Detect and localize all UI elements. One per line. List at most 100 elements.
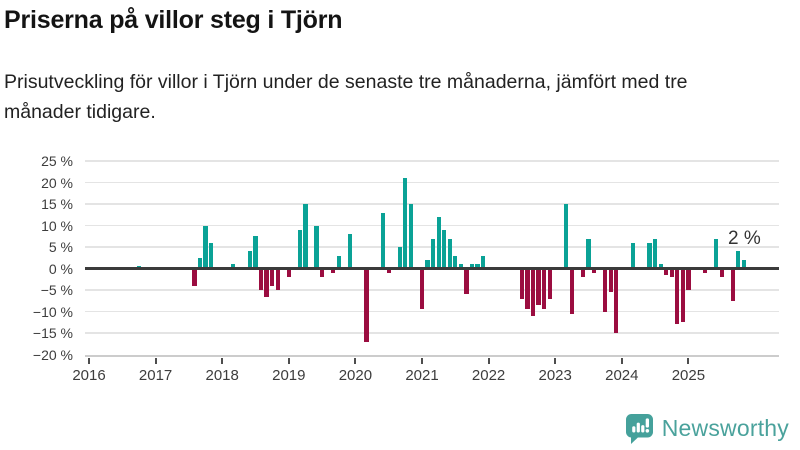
bar-2021-10 xyxy=(469,264,475,269)
x-axis-tick xyxy=(554,357,557,364)
bar-2024-03 xyxy=(630,242,636,269)
bar-2021-01 xyxy=(419,268,425,310)
x-axis-tick-label: 2025 xyxy=(671,367,706,384)
bar-2024-11 xyxy=(675,268,680,325)
bar-2025-09 xyxy=(730,268,735,301)
bar-2025-04 xyxy=(702,268,708,273)
x-axis-tick-label: 2020 xyxy=(338,367,373,384)
bar-2021-05 xyxy=(442,229,447,269)
bar-2017-11 xyxy=(208,242,214,269)
bar-2025-06 xyxy=(714,238,719,269)
bar-2020-10 xyxy=(403,178,408,269)
x-axis-tick-label: 2018 xyxy=(205,367,239,384)
bar-2022-11 xyxy=(541,268,547,310)
bar-2021-12 xyxy=(480,255,486,269)
subtitle: Prisutveckling för villor i Tjörn under … xyxy=(4,71,688,124)
bar-2021-08 xyxy=(458,264,463,269)
bar-2025-01 xyxy=(686,268,691,291)
x-axis-tick-label: 2023 xyxy=(538,367,572,384)
bar-2019-09 xyxy=(331,268,336,273)
x-axis-tick xyxy=(354,357,357,364)
bar-2024-07 xyxy=(652,238,658,269)
y-axis-tick-label: 10 % xyxy=(41,217,73,234)
bar-2019-10 xyxy=(336,255,341,269)
bar-2019-12 xyxy=(347,234,352,269)
bar-2022-10 xyxy=(536,268,541,306)
y-axis-tick-label: 15 % xyxy=(41,196,73,213)
gridline xyxy=(85,289,779,291)
bar-2018-10 xyxy=(270,268,275,286)
y-axis-tick-label: −5 % xyxy=(40,282,73,299)
y-axis-tick-label: 20 % xyxy=(41,174,73,191)
y-axis-tick-label: −10 % xyxy=(32,303,73,320)
bar-2023-06 xyxy=(580,268,586,278)
bar-2020-06 xyxy=(381,212,386,269)
bar-2025-11 xyxy=(741,260,747,269)
bar-2021-03 xyxy=(430,238,436,269)
bar-2017-09 xyxy=(197,257,203,269)
bar-2017-10 xyxy=(203,225,208,269)
bar-2022-12 xyxy=(547,268,552,299)
bar-2023-10 xyxy=(603,268,608,312)
bar-2020-03 xyxy=(364,268,369,342)
x-axis-tick-label: 2022 xyxy=(471,367,506,384)
newsworthy-logo-icon xyxy=(625,414,653,444)
bar-2020-11 xyxy=(408,204,414,269)
x-axis-tick xyxy=(620,357,623,364)
bar-2018-03 xyxy=(231,264,236,269)
bar-2021-06 xyxy=(447,238,452,269)
bar-2023-08 xyxy=(591,268,597,273)
x-axis-tick-label: 2016 xyxy=(72,367,106,384)
gridline xyxy=(85,181,779,184)
bar-2019-03 xyxy=(297,229,303,269)
bar-2023-04 xyxy=(569,268,574,314)
x-axis-tick xyxy=(421,357,423,364)
bar-2019-04 xyxy=(303,204,308,269)
x-axis-tick xyxy=(88,357,90,364)
bar-2024-10 xyxy=(669,268,674,278)
page-title: Priserna på villor steg i Tjörn xyxy=(4,6,343,34)
bar-2020-09 xyxy=(397,247,402,269)
bar-2019-01 xyxy=(286,268,291,278)
x-axis-tick xyxy=(287,357,290,364)
gridline xyxy=(85,224,779,227)
x-axis-tick-label: 2019 xyxy=(272,367,306,384)
bar-2025-07 xyxy=(719,268,724,278)
bar-2020-07 xyxy=(386,268,391,273)
bar-2023-03 xyxy=(564,204,569,269)
bar-2021-09 xyxy=(464,268,469,295)
bar-2023-12 xyxy=(614,268,619,334)
bar-2021-07 xyxy=(453,255,458,269)
last-value-label: 2 % xyxy=(728,228,761,249)
bar-2024-08 xyxy=(658,264,663,269)
bar-2017-08 xyxy=(192,268,197,286)
x-axis-tick-label: 2024 xyxy=(605,367,639,384)
gridline xyxy=(85,160,779,162)
x-axis-line xyxy=(85,354,779,357)
y-axis-tick-label: −15 % xyxy=(32,325,73,342)
bar-2023-07 xyxy=(586,238,591,269)
bar-2022-09 xyxy=(530,268,536,316)
bar-2022-07 xyxy=(519,268,525,299)
bar-2018-11 xyxy=(275,268,280,291)
zero-axis-line xyxy=(85,267,779,270)
bar-2023-11 xyxy=(608,268,613,293)
brand-name: Newsworthy xyxy=(661,415,789,441)
bar-2024-12 xyxy=(680,268,685,323)
x-axis-tick xyxy=(154,357,157,364)
y-axis-tick-label: −20 % xyxy=(32,346,73,363)
bar-2021-11 xyxy=(475,264,480,269)
bar-2025-10 xyxy=(736,251,741,269)
bar-2018-07 xyxy=(253,236,258,269)
bar-2019-07 xyxy=(319,268,325,278)
bar-2022-08 xyxy=(525,268,530,310)
bar-2018-06 xyxy=(247,251,253,269)
x-axis-tick xyxy=(687,357,690,364)
gridline xyxy=(85,332,779,334)
x-axis-tick xyxy=(221,357,224,364)
y-axis-tick-label: 5 % xyxy=(48,239,73,256)
brand-footer: Newsworthy xyxy=(625,413,789,444)
bar-2018-09 xyxy=(264,268,269,297)
